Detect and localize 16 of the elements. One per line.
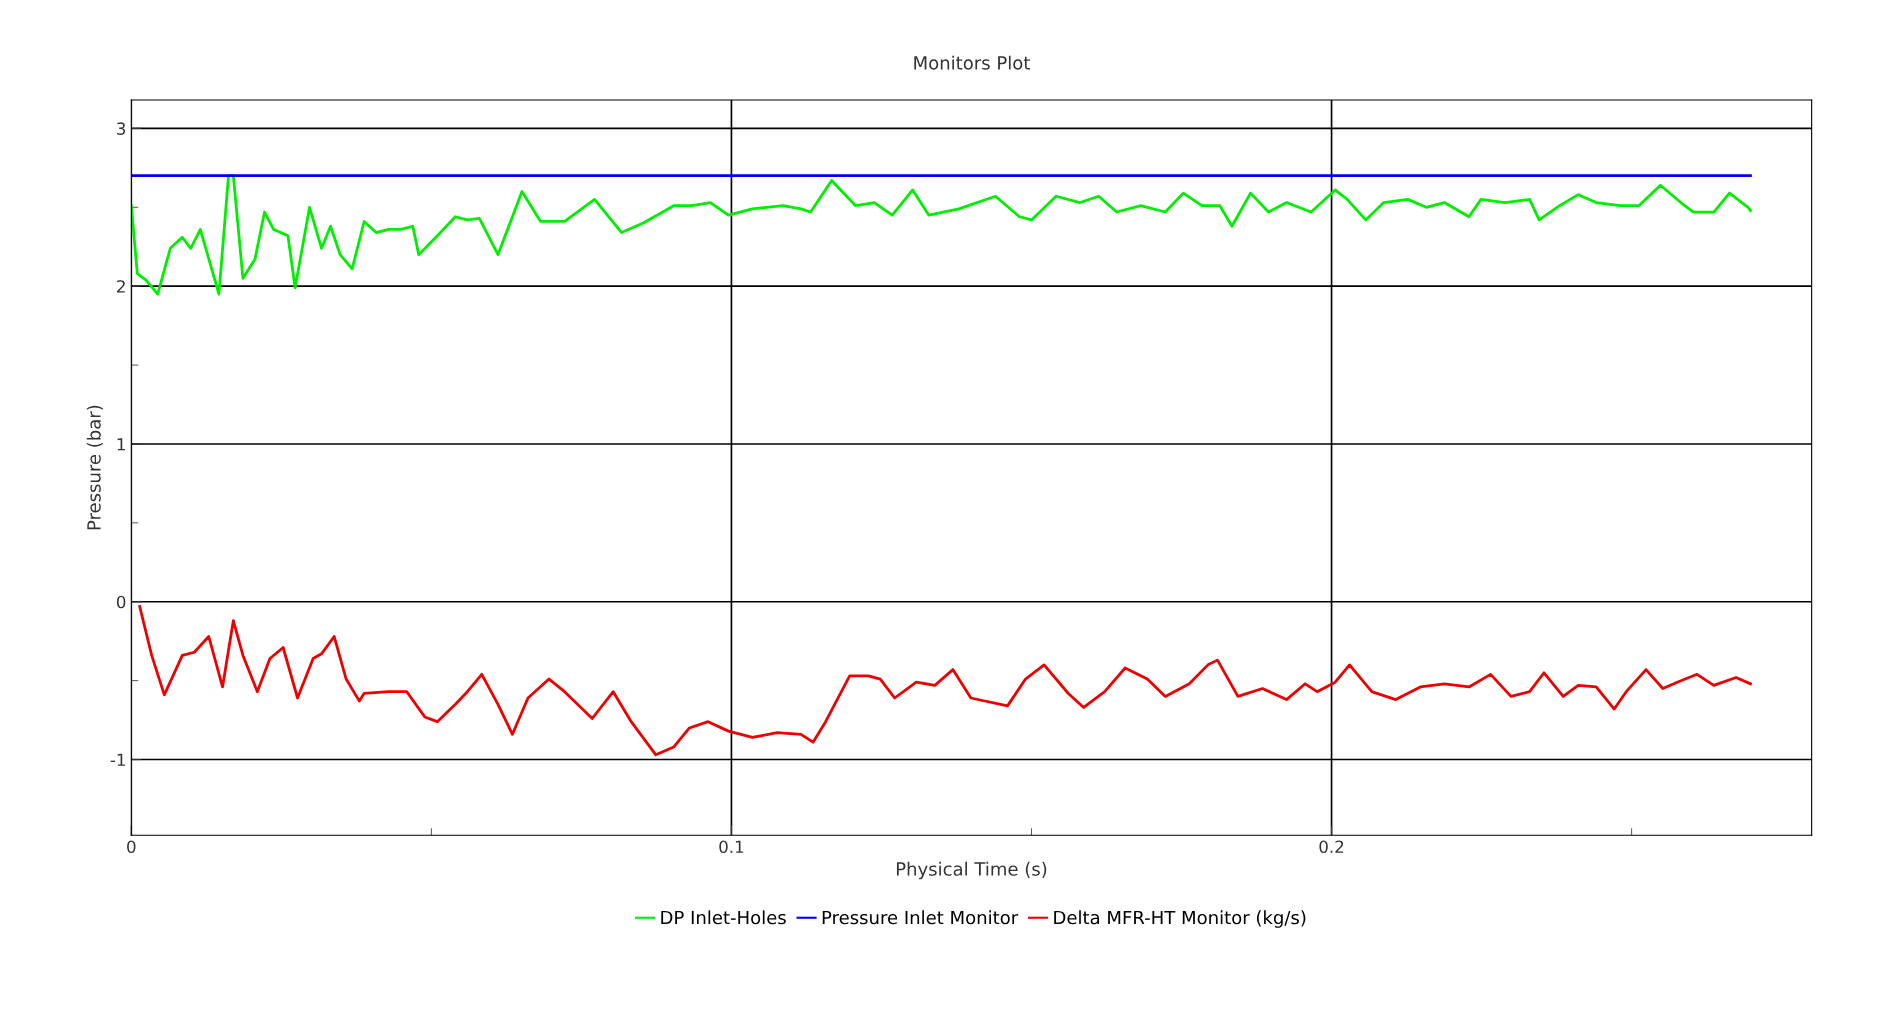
y-tick-label: 2 [117, 280, 125, 293]
x-axis-title: Physical Time (s) [896, 861, 1047, 880]
y-tick-label: 3 [117, 122, 126, 135]
y-tick-label: 1 [117, 438, 125, 451]
line-series [138, 605, 1752, 757]
chart-title: Monitors Plot [914, 55, 1030, 70]
y-tick-label: 0 [116, 595, 126, 609]
legend-label: Delta MFR-HT Monitor (kg/s) [1054, 910, 1306, 928]
legend-label: Pressure Inlet Monitor [822, 910, 1019, 925]
x-tick-label: 0.2 [1319, 840, 1344, 854]
line-series [131, 174, 1752, 296]
x-tick-label: 0 [127, 840, 136, 854]
y-axis-title: Pressure (bar) [86, 405, 103, 530]
legend-label: DP Inlet-Holes [661, 910, 786, 925]
y-tick-label: -1 [110, 753, 125, 766]
x-tick-label: 0.1 [719, 840, 744, 854]
